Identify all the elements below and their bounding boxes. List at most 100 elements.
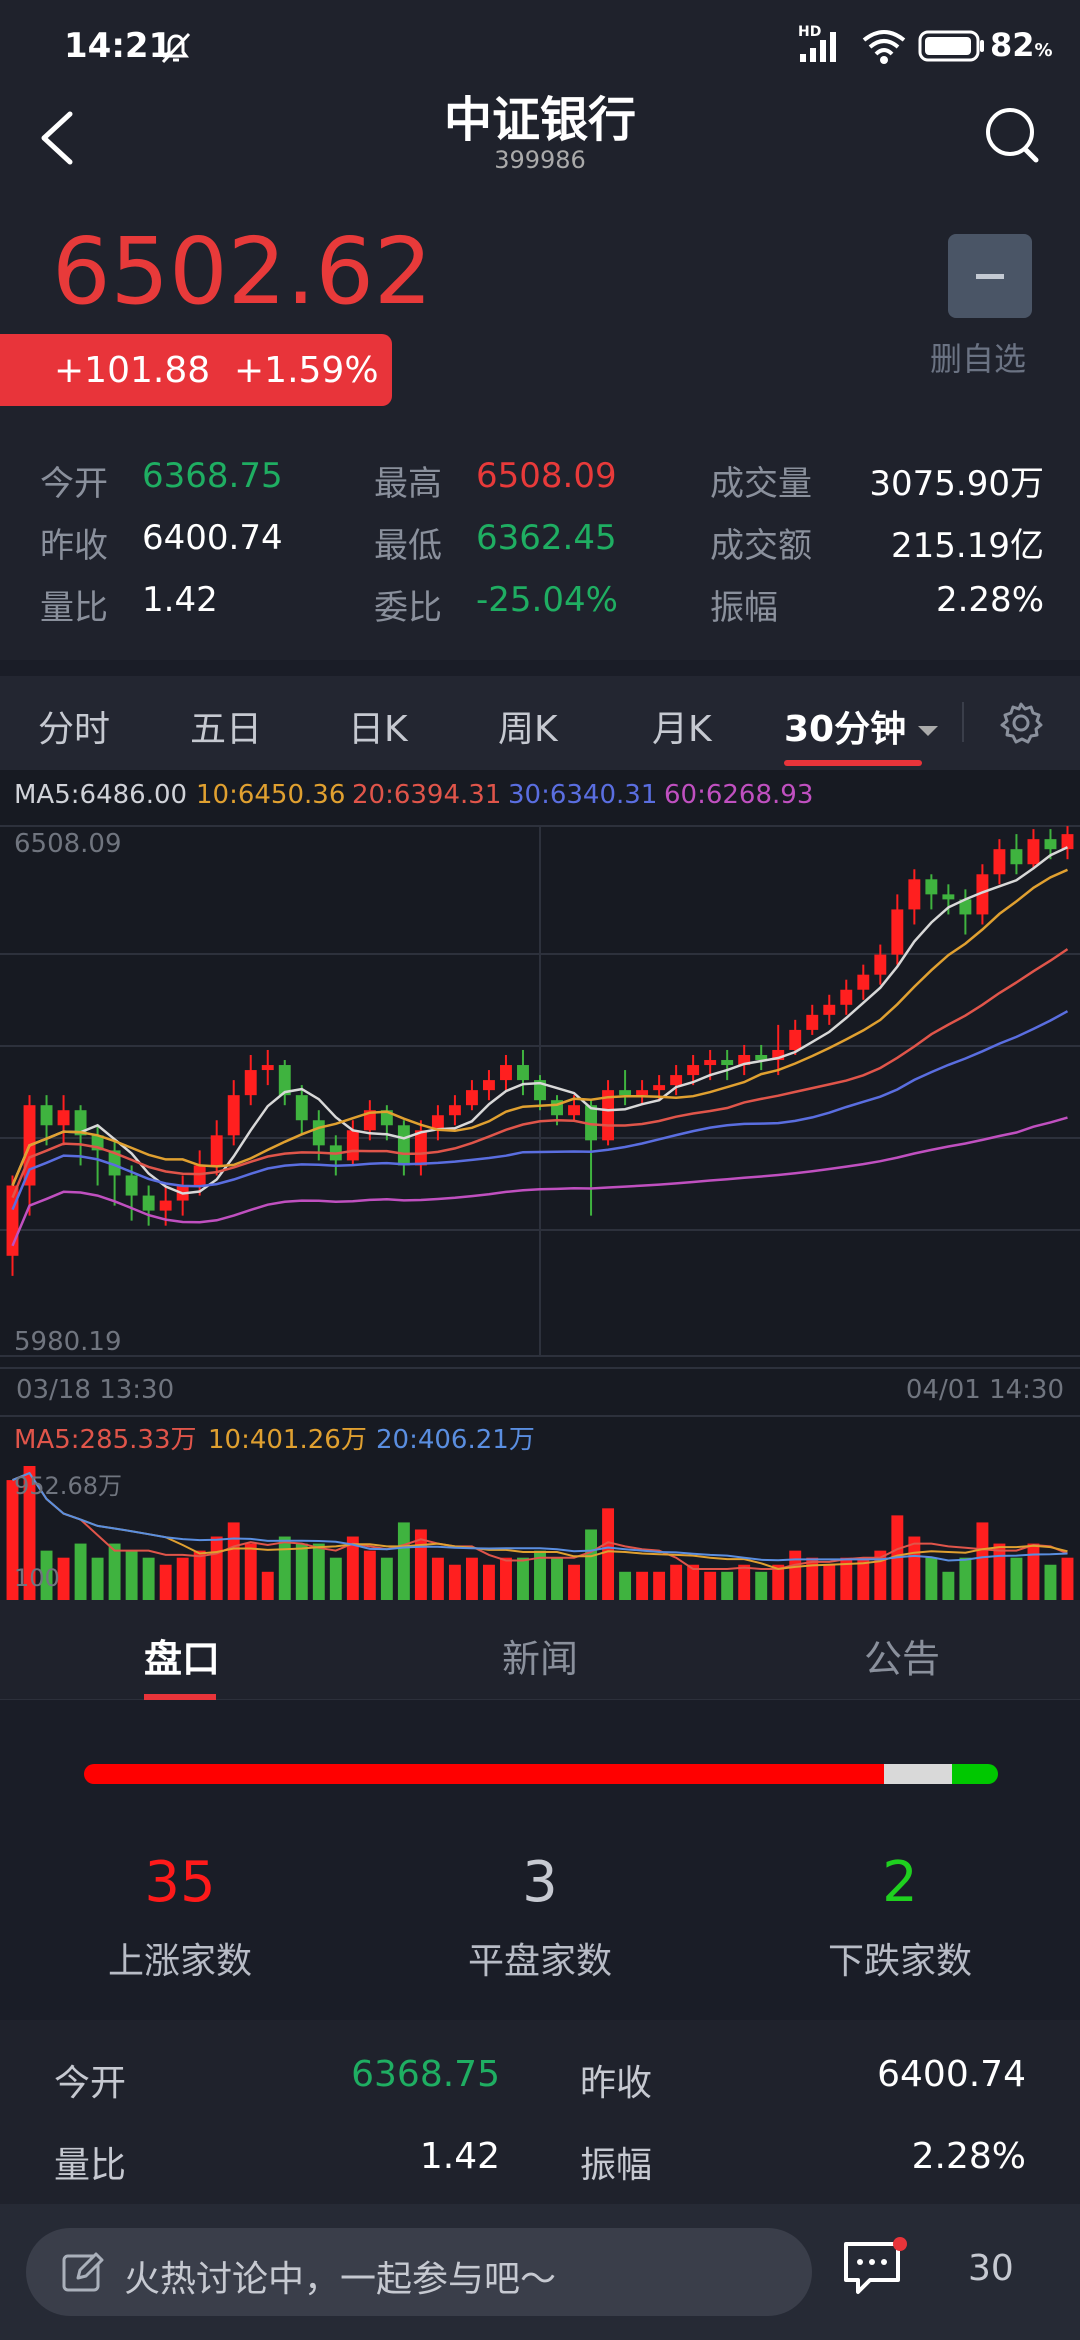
volume-bar — [108, 1543, 121, 1600]
candle — [108, 1150, 121, 1176]
tab-underline — [144, 1694, 216, 1700]
tab-orderbook[interactable]: 盘口 — [144, 1637, 221, 1681]
tab-daily-k[interactable]: 日K — [348, 709, 408, 750]
breadth-panel — [0, 1700, 1080, 2020]
stat-label: 委比 — [374, 588, 442, 628]
volume-bar — [925, 1557, 938, 1600]
volume-bar — [227, 1522, 240, 1600]
gear-icon[interactable] — [998, 700, 1044, 750]
search-button[interactable] — [980, 100, 1050, 180]
candle — [670, 1075, 683, 1086]
candle — [755, 1054, 768, 1061]
wifi-icon — [860, 26, 908, 70]
remove-favorite-button[interactable] — [948, 234, 1032, 318]
stat-value: 6400.74 — [142, 518, 283, 558]
tab-news[interactable]: 新闻 — [502, 1637, 579, 1681]
candle — [244, 1070, 257, 1096]
vol-ma20-label: 20:406.21万 — [376, 1425, 535, 1455]
volume-bar — [874, 1550, 887, 1600]
volume-bar — [721, 1571, 734, 1600]
tab-underline — [784, 760, 922, 766]
stat-value: 2.28% — [935, 580, 1044, 620]
change-absolute: +101.88 — [54, 350, 211, 391]
candle — [738, 1054, 751, 1066]
candle — [1010, 849, 1023, 865]
candle — [142, 1195, 155, 1211]
volume-bar — [210, 1536, 223, 1600]
candle — [125, 1175, 138, 1196]
tab-monthly-k[interactable]: 月K — [652, 709, 712, 750]
volume-bar — [517, 1557, 529, 1600]
stat-value: 1.42 — [142, 580, 218, 620]
candle — [40, 1105, 53, 1126]
battery-icon — [918, 30, 986, 66]
chat-icon[interactable] — [840, 2236, 910, 2304]
stat-label: 昨收 — [40, 526, 108, 566]
back-button[interactable] — [30, 100, 100, 180]
volume-bar — [500, 1557, 512, 1600]
candle — [278, 1065, 291, 1096]
volume-bar — [823, 1564, 836, 1600]
stat-label: 最低 — [374, 526, 442, 566]
candle — [993, 849, 1006, 875]
breadth-up-segment — [84, 1764, 884, 1784]
candle — [585, 1105, 598, 1141]
volume-bar — [91, 1557, 104, 1600]
caret-down-icon — [918, 726, 939, 736]
stock-code: 399986 — [494, 146, 586, 174]
tab-five-day[interactable]: 五日 — [190, 709, 263, 750]
up-label: 上涨家数 — [107, 1941, 252, 1982]
ma60-line — [11, 1116, 1068, 1247]
candle — [363, 1110, 376, 1131]
comment-placeholder[interactable]: 火热讨论中，一起参与吧～ — [124, 2259, 557, 2300]
remove-favorite-label[interactable]: 删自选 — [930, 340, 1027, 378]
candle — [431, 1115, 444, 1131]
comment-input[interactable] — [26, 2228, 812, 2316]
ma10-line — [11, 868, 1069, 1186]
candle — [789, 1029, 802, 1050]
volume-bar — [125, 1550, 138, 1600]
volume-bar — [363, 1550, 376, 1600]
stat-label: 量比 — [54, 2145, 127, 2186]
stat-label: 最高 — [374, 464, 442, 504]
candle — [942, 894, 955, 900]
ma10-label: 10:6450.36 — [196, 780, 346, 810]
candle — [619, 1090, 632, 1096]
candle — [840, 989, 853, 1005]
stat-label: 今开 — [40, 464, 108, 504]
flat-count: 3 — [522, 1850, 558, 1915]
tab-announcements[interactable]: 公告 — [864, 1637, 941, 1681]
volume-bar — [908, 1536, 921, 1600]
volume-bar — [976, 1522, 989, 1600]
candle — [976, 874, 989, 915]
volume-bar — [465, 1557, 478, 1600]
time-end-label: 04/01 14:30 — [906, 1375, 1064, 1405]
volume-bar — [482, 1564, 495, 1600]
candle — [1061, 834, 1074, 850]
volume-bar — [142, 1557, 155, 1600]
volume-bar — [602, 1508, 615, 1600]
candle — [380, 1110, 393, 1126]
volume-bar — [619, 1571, 632, 1600]
info-tabs — [0, 1600, 1080, 1700]
volume-bar — [993, 1543, 1006, 1600]
candle — [959, 899, 972, 915]
tab-30min[interactable]: 30分钟 — [784, 700, 939, 752]
bell-muted-icon — [156, 28, 196, 72]
candle — [448, 1105, 461, 1116]
stat-value: 6400.74 — [877, 2054, 1026, 2095]
candle — [568, 1105, 580, 1116]
breadth-down-segment — [952, 1764, 998, 1784]
candle — [482, 1080, 495, 1091]
candle — [227, 1095, 240, 1136]
stat-label: 振幅 — [710, 588, 778, 628]
tab-intraday[interactable]: 分时 — [38, 709, 111, 750]
down-count: 2 — [882, 1850, 918, 1915]
signal-icon: HD — [798, 24, 844, 68]
ma60-label: 60:6268.93 — [664, 780, 814, 810]
candle — [517, 1065, 529, 1081]
extra-stats-panel — [0, 2020, 1080, 2204]
tab-weekly-k[interactable]: 周K — [498, 709, 558, 750]
candle — [74, 1110, 87, 1136]
header — [0, 90, 1080, 200]
